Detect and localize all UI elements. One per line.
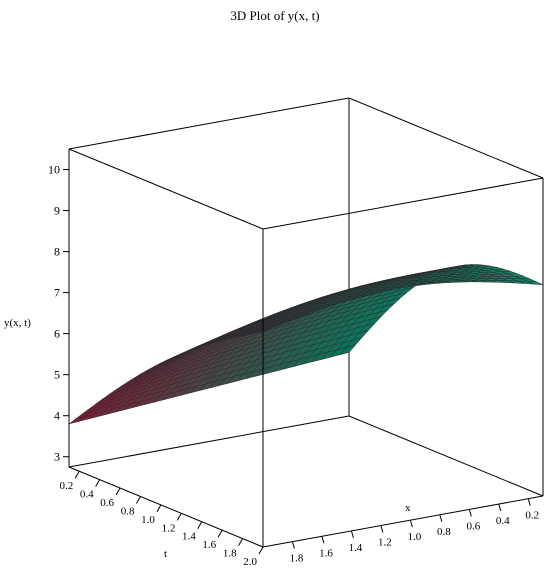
t-tick-label: 1.0: [141, 514, 155, 526]
z-tick-label: 3: [54, 450, 60, 464]
x-axis: 1.8 1.6 1.4 1.2 1.0 0.8 0.6 0.4 0.2: [290, 498, 539, 565]
x-tick: [380, 525, 384, 533]
t-tick: [95, 479, 101, 487]
x-tick: [350, 530, 354, 539]
x-tick: [409, 520, 413, 528]
z-tick-label: 9: [54, 204, 60, 218]
t-tick: [115, 487, 121, 496]
t-tick: [197, 521, 203, 529]
x-tick-label: 0.6: [466, 520, 480, 532]
back-box-edges: [68, 97, 544, 497]
x-tick-label: 1.6: [319, 547, 333, 559]
t-tick-label: 0.6: [100, 497, 114, 509]
x-tick: [291, 541, 295, 549]
x-tick: [439, 514, 443, 522]
t-axis: 0.2 0.4 0.6 0.8 1.0 1.2 1.4 1.6 1.8 2.0: [59, 470, 264, 568]
front-box-edges: [68, 148, 544, 548]
t-tick-label: 1.2: [162, 522, 176, 534]
z-tick-label: 8: [54, 245, 60, 259]
t-tick: [136, 496, 141, 504]
t-tick-label: 0.8: [121, 505, 135, 517]
x-tick-label: 1.2: [378, 537, 392, 549]
t-tick: [238, 538, 244, 546]
x-tick-label: 0.2: [525, 510, 539, 522]
z-tick-label: 10: [48, 163, 60, 177]
z-tick-label: 5: [54, 368, 60, 382]
t-tick: [74, 470, 80, 479]
t-tick-label: 1.8: [223, 548, 237, 560]
t-tick-label: 0.4: [80, 489, 94, 501]
t-tick: [156, 504, 162, 513]
x-tick: [498, 503, 502, 512]
z-tick-label: 4: [54, 409, 60, 423]
x-axis-label: x: [405, 502, 411, 514]
t-tick-label: 1.4: [182, 531, 196, 543]
x-tick: [527, 498, 531, 506]
t-tick-label: 2.0: [243, 556, 257, 568]
chart-title: 3D Plot of y(x, t): [230, 8, 319, 23]
x-tick: [468, 509, 472, 517]
t-tick-label: 0.2: [59, 480, 73, 492]
t-tick: [217, 529, 223, 538]
x-tick-label: 0.8: [437, 526, 451, 538]
surface-mesh: [68, 264, 544, 425]
z-tick-label: 6: [54, 327, 60, 341]
x-tick-label: 1.4: [349, 542, 363, 554]
x-tick-label: 0.4: [496, 515, 510, 527]
x-tick: [321, 536, 325, 544]
x-tick-label: 1.8: [290, 553, 304, 565]
z-axis: 3 4 5 6 7 8 9 10: [48, 163, 69, 464]
t-tick-label: 1.6: [202, 539, 216, 551]
z-tick-label: 7: [54, 286, 60, 300]
x-tick-label: 1.0: [407, 531, 421, 543]
z-axis-label: y(x, t): [4, 317, 31, 329]
t-tick: [258, 546, 264, 555]
t-axis-label: t: [164, 548, 167, 560]
t-tick: [176, 513, 182, 521]
